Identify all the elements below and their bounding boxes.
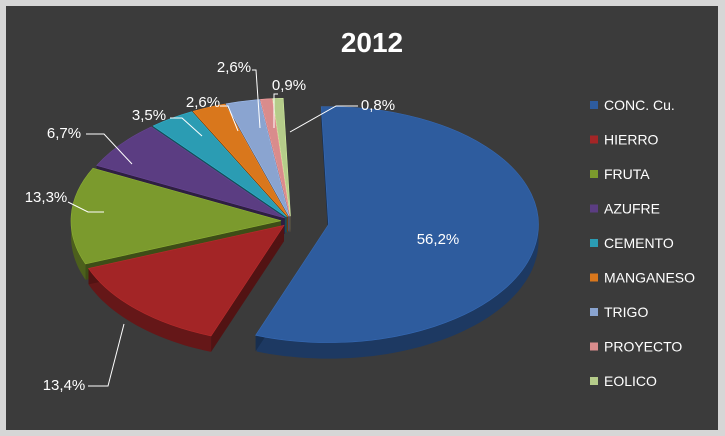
legend-label: MANGANESO xyxy=(604,270,695,286)
data-label-azufre: 6,7% xyxy=(47,125,81,142)
slice-conc-cu xyxy=(255,106,539,343)
slice-wall-hierro xyxy=(211,225,284,352)
legend-swatch xyxy=(590,170,598,178)
leader-line xyxy=(273,93,278,128)
label-leaders xyxy=(67,69,358,387)
legend: CONC. Cu. HIERRO FRUTA AZUFRE CEMENTO MANGANE… xyxy=(590,97,695,389)
slice-side-hierro xyxy=(88,268,212,352)
leader-line xyxy=(67,201,104,213)
leader-line xyxy=(289,105,358,133)
leader-line xyxy=(88,323,125,387)
legend-swatch xyxy=(590,239,598,247)
data-label-manganeso: 2,6% xyxy=(186,94,220,111)
legend-swatch xyxy=(590,204,598,213)
chart-title: 2012 xyxy=(341,27,403,58)
slice-azufre xyxy=(96,126,285,219)
slice-eolico xyxy=(272,97,291,217)
slice-hierro xyxy=(87,224,285,337)
leader-line xyxy=(86,133,133,165)
legend-swatch xyxy=(590,135,598,144)
chart-panel: 2012 56,2% 13,4% 13,3% 6,7% 3,5% 2,6% 2,6% 0,9%… xyxy=(6,6,718,430)
leader-line xyxy=(170,117,203,137)
slice-proyecto xyxy=(260,98,291,217)
data-label-fruta: 13,3% xyxy=(25,189,68,206)
legend-label: AZUFRE xyxy=(604,201,660,217)
legend-label: HIERRO xyxy=(604,132,659,148)
data-label-eolico: 0,8% xyxy=(361,97,395,114)
slice-side-fruta xyxy=(71,215,86,280)
slice-fruta xyxy=(70,167,282,265)
legend-swatch xyxy=(590,377,598,385)
legend-swatch xyxy=(590,342,598,351)
legend-swatch xyxy=(590,101,598,109)
legend-label: PROYECTO xyxy=(604,339,682,355)
data-labels: 56,2% 13,4% 13,3% 6,7% 3,5% 2,6% 2,6% 0,9% 0,8% xyxy=(25,59,460,394)
slice-manganeso xyxy=(192,103,289,217)
slice-trigo xyxy=(225,99,290,217)
data-label-trigo: 2,6% xyxy=(217,59,251,76)
data-label-proyecto: 0,9% xyxy=(272,77,306,94)
legend-swatch xyxy=(590,273,598,282)
data-label-cemento: 3,5% xyxy=(132,107,166,124)
legend-label: CONC. Cu. xyxy=(604,97,675,113)
legend-label: FRUTA xyxy=(604,166,650,182)
data-label-hierro: 13,4% xyxy=(43,377,86,394)
legend-label: EOLICO xyxy=(604,373,657,389)
legend-label: CEMENTO xyxy=(604,235,674,251)
leader-line xyxy=(252,69,261,129)
pie-slices xyxy=(70,97,539,343)
legend-swatch xyxy=(590,308,598,316)
pie-chart: 2012 56,2% 13,4% 13,3% 6,7% 3,5% 2,6% 2,6% 0,9%… xyxy=(25,27,695,394)
data-label-conc-cu: 56,2% xyxy=(417,231,460,248)
legend-label: TRIGO xyxy=(604,304,648,320)
slice-side-conc-cu xyxy=(256,220,539,359)
leader-line xyxy=(220,105,239,132)
